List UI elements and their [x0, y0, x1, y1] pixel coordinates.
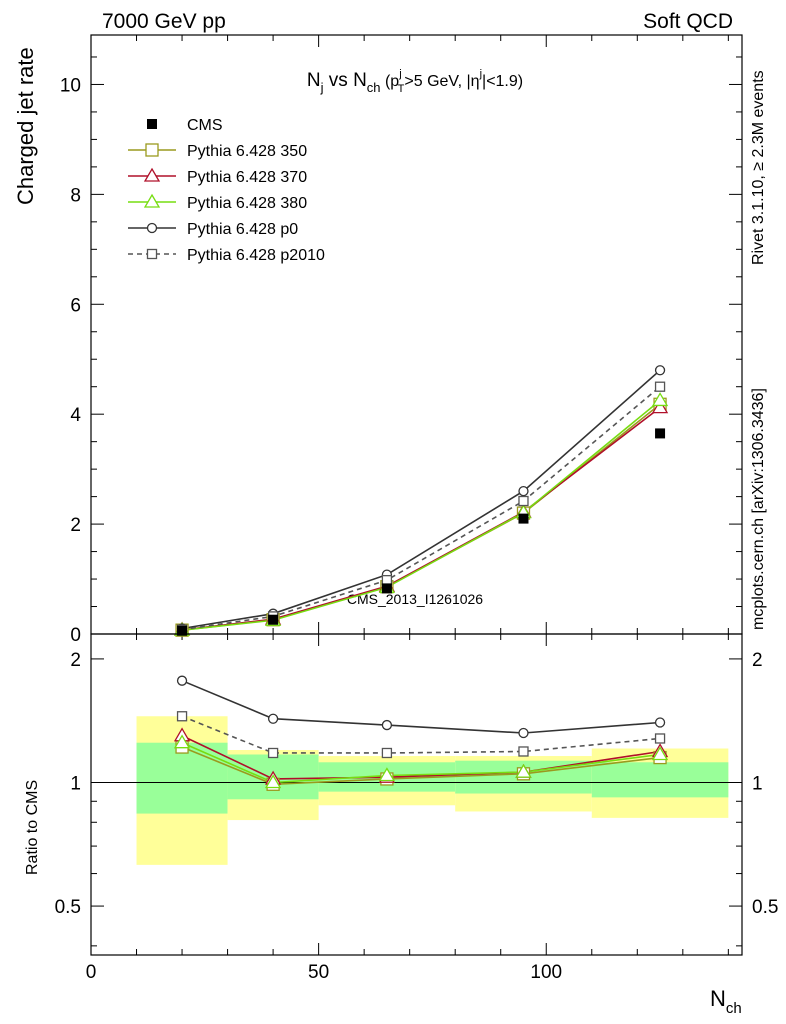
ratio-point: [381, 719, 393, 731]
cms-band-inner: [136, 742, 228, 814]
legend-marker: [146, 248, 158, 260]
legend-label: Pythia 6.428 p2010: [187, 247, 325, 264]
series-point: [651, 399, 669, 414]
y-tick-label: 10: [60, 75, 81, 96]
ratio-tick-label: 0.5: [55, 897, 81, 918]
x-axis-label-sub: ch: [726, 1000, 742, 1017]
title-vs: vs N: [324, 70, 367, 91]
ratio-axis-label: Ratio to CMS: [24, 780, 41, 875]
cms-point: [381, 583, 392, 594]
title-vs-sub: ch: [367, 80, 381, 95]
legend-label: Pythia 6.428 370: [187, 169, 307, 186]
rivet-label: Rivet 3.1.10, ≥ 2.3M events: [750, 70, 767, 265]
ratio-point: [654, 733, 666, 744]
legend-label: Pythia 6.428 350: [187, 143, 307, 160]
cms-point: [268, 614, 279, 625]
x-tick-label: 50: [308, 962, 329, 983]
legend-label: CMS: [187, 117, 223, 134]
legend-label: Pythia 6.428 p0: [187, 221, 298, 238]
series-line: [181, 369, 661, 630]
ratio-point: [518, 727, 529, 739]
header-right: Soft QCD: [643, 10, 733, 33]
x-tick-label: 0: [86, 962, 97, 983]
legend-marker: [143, 167, 161, 182]
title-cond-sub: T: [398, 83, 405, 95]
ratio-point: [264, 774, 282, 789]
series-point: [654, 381, 666, 392]
legend-label: Pythia 6.428 380: [187, 195, 307, 212]
ratio-point: [176, 711, 188, 722]
title-main-sub: j: [320, 80, 324, 95]
cms-point: [655, 428, 666, 439]
ratio-point: [267, 747, 279, 759]
ratio-tick-label: 2: [70, 650, 81, 671]
ratio-point: [515, 763, 532, 778]
cms-band-inner: [591, 762, 729, 798]
ratio-point: [173, 734, 191, 749]
series-point: [654, 365, 666, 376]
y-axis-label: Charged jet rate: [13, 47, 38, 205]
x-axis-label: Nch: [710, 986, 742, 1017]
title-cond-sup2: j: [479, 68, 482, 80]
header-left: 7000 GeV pp: [102, 10, 226, 33]
ratio-series-line: [181, 679, 661, 734]
ratio-point: [518, 746, 529, 757]
mcplots-label: mcplots.cern.ch [arXiv:1306.3436]: [750, 388, 767, 630]
ratio-tick-label: 2: [752, 650, 763, 671]
series-point: [651, 392, 669, 407]
ratio-tick-label: 1: [752, 773, 763, 794]
legend-marker: [145, 143, 159, 157]
y-tick-label: 2: [70, 515, 81, 536]
y-tick-label: 6: [70, 295, 81, 316]
ratio-point: [651, 746, 669, 761]
legend-marker: [143, 193, 161, 208]
x-tick-label: 100: [530, 962, 562, 983]
y-tick-label: 8: [70, 185, 81, 206]
legend-marker: [146, 222, 158, 234]
legend-marker-cms: [147, 119, 157, 129]
series-point: [518, 495, 529, 507]
ratio-plot-frame: [90, 633, 743, 956]
ratio-point: [381, 747, 393, 759]
ratio-point: [378, 767, 396, 782]
ratio-tick-label: 0.5: [752, 897, 778, 918]
ratio-point: [267, 713, 279, 724]
title-cond-sup: j: [398, 68, 401, 80]
series-point: [381, 574, 393, 586]
watermark: CMS_2013_I1261026: [347, 591, 483, 607]
cms-point: [177, 625, 188, 636]
title-cond-close: |<1.9): [482, 73, 523, 90]
cms-point: [518, 513, 529, 524]
ratio-series-line: [181, 715, 661, 754]
y-tick-label: 4: [70, 405, 81, 426]
ratio-point: [654, 717, 666, 728]
title-cond-mid: >5 GeV, |η: [404, 73, 479, 90]
title-main: N: [307, 70, 321, 91]
y-tick-label: 0: [70, 625, 81, 646]
ratio-point: [176, 675, 188, 686]
title-cond-open: (p: [381, 73, 400, 90]
ratio-tick-label: 1: [70, 773, 81, 794]
x-axis-label-main: N: [710, 986, 726, 1011]
chart-title: Nj vs Nch (pj T>5 GeV, |ηj|<1.9): [307, 68, 523, 95]
series-point: [518, 485, 529, 497]
